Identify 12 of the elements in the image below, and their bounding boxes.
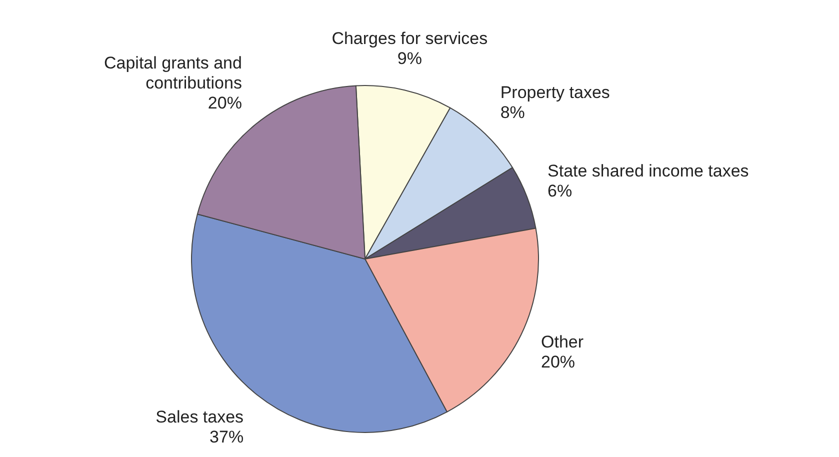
data-label: 20% <box>541 352 576 372</box>
slice-label: Property taxes <box>500 83 610 102</box>
data-label: 6% <box>548 181 572 200</box>
slice-label: Charges for services <box>332 28 488 48</box>
data-label: 8% <box>500 103 525 122</box>
slice-label: Other <box>541 332 584 352</box>
slice-label: Capital grants and contributions <box>104 53 242 92</box>
slice-label: Sales taxes <box>156 408 244 427</box>
data-label: 37% <box>210 428 244 447</box>
data-label: 9% <box>397 48 422 68</box>
slice-label: State shared income taxes <box>548 161 749 180</box>
data-label: 20% <box>208 93 242 112</box>
